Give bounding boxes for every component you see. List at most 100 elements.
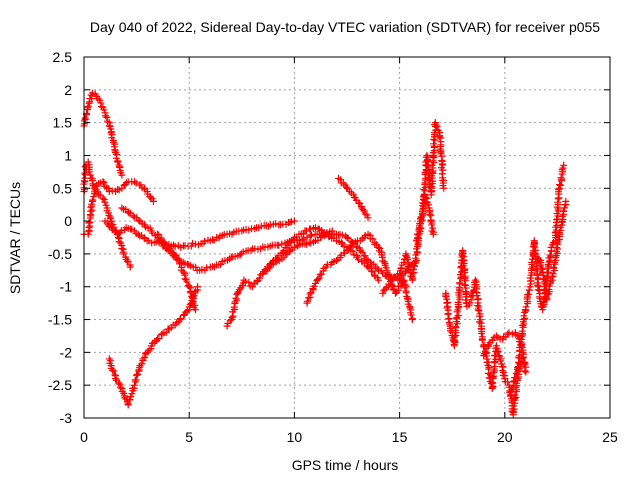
data-point [540, 275, 548, 283]
data-point [316, 234, 324, 242]
data-point [105, 122, 113, 130]
data-point [356, 247, 364, 255]
y-tick-label: -3 [60, 410, 73, 426]
data-point [126, 263, 134, 271]
data-point [194, 283, 202, 291]
data-point [104, 117, 112, 125]
data-point [543, 294, 551, 302]
data-point [408, 316, 416, 324]
data-point [290, 217, 298, 225]
data-point [511, 374, 519, 382]
data-point [247, 246, 255, 254]
data-point [170, 241, 178, 249]
data-point [118, 171, 126, 179]
data-point [278, 240, 286, 248]
data-point [315, 274, 323, 282]
data-point [135, 216, 143, 224]
series-arc-15 [480, 329, 530, 376]
data-point [451, 333, 459, 341]
data-point [369, 268, 377, 276]
data-point [321, 231, 329, 239]
data-point [484, 342, 492, 350]
data-point [170, 250, 178, 258]
data-point [183, 278, 191, 286]
data-point [537, 264, 545, 272]
data-point [409, 265, 417, 273]
data-point [481, 350, 489, 358]
data-point [505, 329, 513, 337]
data-point [149, 197, 157, 205]
data-point [124, 400, 132, 408]
data-point [316, 271, 324, 279]
data-point [100, 179, 108, 187]
data-point [364, 214, 372, 222]
y-tick-label: 2 [64, 82, 72, 98]
series-arc-5 [105, 283, 202, 409]
data-point [239, 248, 247, 256]
y-tick-label: 0.5 [53, 180, 73, 196]
data-point [369, 235, 377, 243]
data-point [454, 298, 462, 306]
data-point [417, 215, 425, 223]
data-point [355, 199, 363, 207]
data-point [236, 251, 244, 259]
data-point [155, 335, 163, 343]
data-point [108, 187, 116, 195]
data-point [536, 261, 544, 269]
data-point [201, 237, 209, 245]
series-arc-17 [530, 197, 570, 304]
data-point [192, 263, 200, 271]
data-point [130, 381, 138, 389]
data-point [342, 183, 350, 191]
data-point [105, 212, 113, 220]
data-point [474, 305, 482, 313]
data-point [116, 383, 124, 391]
data-point [528, 258, 536, 266]
data-point [478, 336, 486, 344]
data-point [275, 241, 283, 249]
data-point [385, 271, 393, 279]
data-point [428, 227, 436, 235]
data-point [561, 204, 569, 212]
data-point [556, 181, 564, 189]
data-point [112, 375, 120, 383]
data-point [154, 230, 162, 238]
data-point [115, 238, 123, 246]
y-tick-label: 1.5 [53, 115, 73, 131]
data-point [127, 393, 135, 401]
data-point [349, 247, 357, 255]
data-point [432, 121, 440, 129]
data-point [435, 133, 443, 141]
data-point [189, 239, 197, 247]
data-point [560, 207, 568, 215]
data-point [508, 330, 516, 338]
data-point [105, 188, 113, 196]
data-point [461, 281, 469, 289]
data-point [84, 102, 92, 110]
data-point [134, 370, 142, 378]
data-point [135, 231, 143, 239]
y-tick-label: 1 [64, 147, 72, 163]
data-point [380, 287, 388, 295]
data-point [355, 256, 363, 264]
data-point [554, 237, 562, 245]
data-point [314, 276, 322, 284]
data-point [117, 227, 125, 235]
data-point [557, 174, 565, 182]
x-axis-label: GPS time / hours [292, 457, 399, 473]
data-point [110, 367, 118, 375]
data-point [375, 276, 383, 284]
x-tick-label: 15 [392, 429, 408, 445]
y-tick-label: -1.5 [48, 312, 72, 328]
series-arc-16 [507, 161, 568, 396]
data-point [391, 289, 399, 297]
data-point [489, 373, 497, 381]
data-point [417, 214, 425, 222]
data-point [514, 364, 522, 372]
data-point [473, 292, 481, 300]
data-point [389, 285, 397, 293]
data-point [240, 276, 248, 284]
data-point [409, 270, 417, 278]
series-arc-8 [223, 224, 383, 330]
data-point [511, 391, 519, 399]
